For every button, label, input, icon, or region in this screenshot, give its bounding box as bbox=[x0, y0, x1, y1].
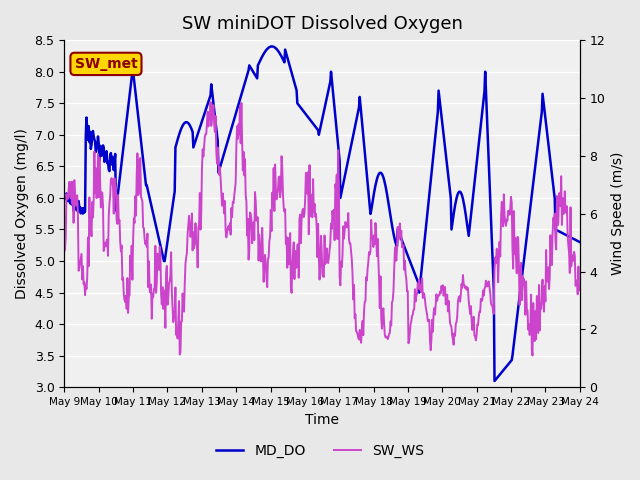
MD_DO bbox=[401, 243, 408, 249]
MD_DO bbox=[175, 132, 183, 138]
Line: SW_WS: SW_WS bbox=[64, 102, 580, 356]
MD_DO bbox=[123, 117, 131, 123]
Line: MD_DO: MD_DO bbox=[64, 47, 580, 381]
SW_WS bbox=[207, 99, 214, 105]
SW_WS bbox=[60, 220, 68, 226]
Y-axis label: Dissolved Oxygen (mg/l): Dissolved Oxygen (mg/l) bbox=[15, 128, 29, 299]
MD_DO bbox=[70, 208, 77, 214]
SW_WS bbox=[529, 353, 536, 359]
MD_DO bbox=[491, 378, 499, 384]
SW_WS bbox=[202, 131, 210, 137]
Title: SW miniDOT Dissolved Oxygen: SW miniDOT Dissolved Oxygen bbox=[182, 15, 463, 33]
MD_DO bbox=[268, 44, 275, 49]
MD_DO bbox=[60, 193, 68, 199]
SW_WS bbox=[385, 331, 393, 336]
X-axis label: Time: Time bbox=[305, 413, 339, 427]
SW_WS bbox=[401, 267, 408, 273]
MD_DO bbox=[576, 239, 584, 245]
Y-axis label: Wind Speed (m/s): Wind Speed (m/s) bbox=[611, 152, 625, 276]
Text: SW_met: SW_met bbox=[75, 57, 138, 71]
SW_WS bbox=[175, 298, 183, 304]
Legend: MD_DO, SW_WS: MD_DO, SW_WS bbox=[210, 438, 430, 464]
SW_WS bbox=[123, 306, 131, 312]
SW_WS bbox=[70, 220, 77, 226]
SW_WS bbox=[576, 288, 584, 293]
MD_DO bbox=[202, 106, 210, 111]
MD_DO bbox=[385, 204, 393, 210]
